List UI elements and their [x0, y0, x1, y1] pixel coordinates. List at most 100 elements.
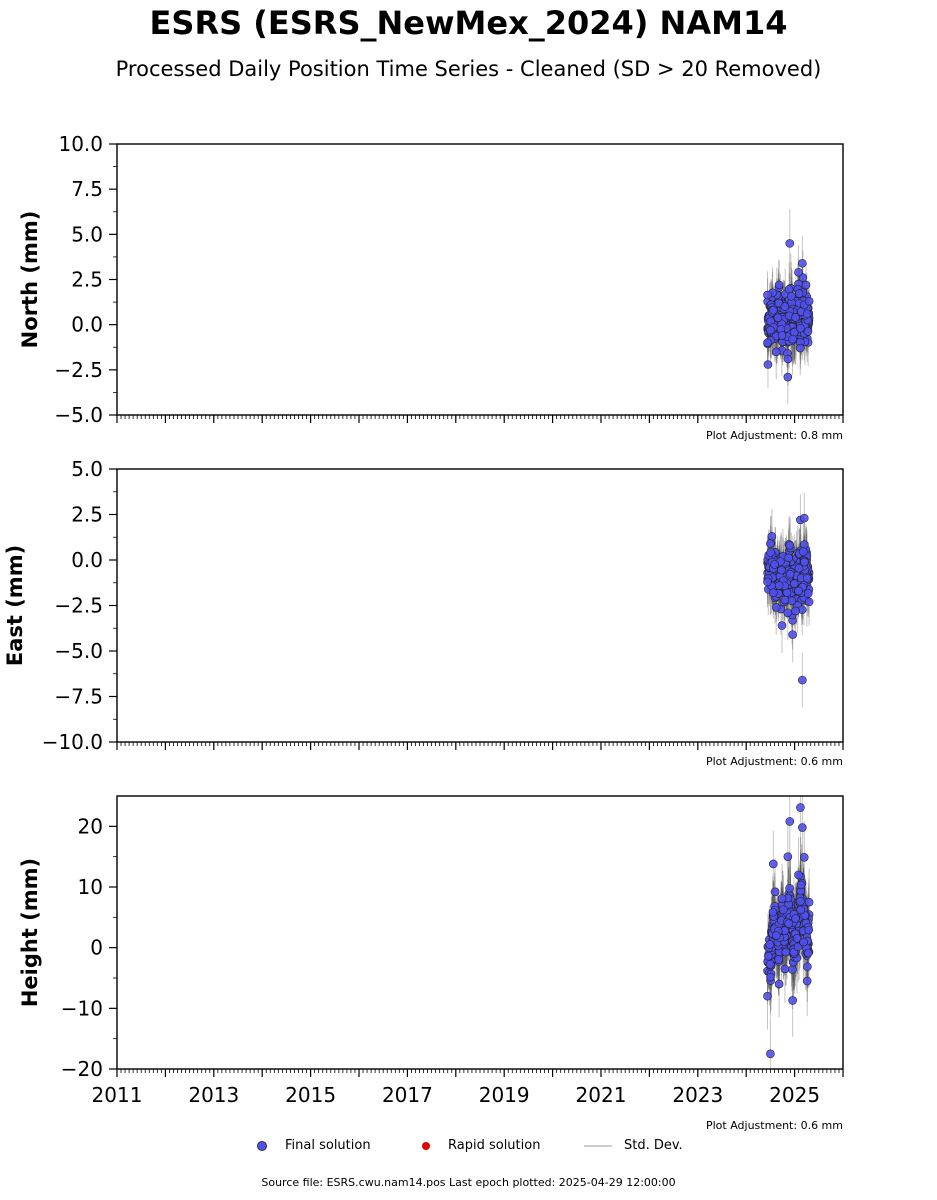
height-data-point — [770, 887, 780, 897]
height-y-tick-label: −10 — [61, 996, 103, 1020]
height-data-point — [804, 897, 814, 907]
north-data-point — [796, 323, 805, 333]
height-data-point — [796, 896, 805, 906]
east-data-point — [774, 581, 784, 590]
east-plot-frame — [116, 468, 844, 743]
height-data-point — [785, 817, 795, 826]
north-data-point — [801, 280, 811, 290]
height-y-tick-label: 20 — [78, 814, 103, 838]
north-data-point — [783, 372, 793, 382]
height-data-point — [779, 905, 788, 915]
east-data-point — [785, 541, 795, 550]
north-data-point — [766, 325, 775, 335]
height-data-point — [796, 905, 805, 915]
east-data-point — [802, 573, 812, 583]
height-x-tick-label: 2017 — [382, 1083, 433, 1107]
rapid-solution-marker-icon — [422, 1141, 430, 1150]
height-data-point — [784, 919, 793, 928]
height-data-point — [763, 991, 772, 1001]
legend-final: Final solution — [257, 1138, 371, 1153]
east-data-point — [777, 565, 786, 575]
east-data-point — [800, 557, 809, 567]
height-data-point — [766, 1049, 775, 1059]
height-data-point — [769, 859, 778, 869]
north-data-point — [763, 360, 773, 369]
north-data-point — [803, 327, 813, 336]
height-data-point — [771, 931, 781, 940]
east-data-point — [804, 597, 814, 607]
north-y-tick-label: 0.0 — [71, 313, 103, 337]
north-y-axis-label: North (mm) — [18, 211, 42, 349]
east-y-tick-label: −7.5 — [54, 685, 103, 709]
height-data-point — [764, 951, 773, 961]
height-y-tick-label: −20 — [61, 1057, 103, 1081]
height-data-point — [774, 955, 783, 964]
legend-std-label: Std. Dev. — [624, 1138, 683, 1153]
east-data-point — [767, 531, 777, 541]
north-y-tick-label: 10.0 — [58, 132, 103, 156]
east-data-point — [770, 560, 779, 569]
east-data-point — [766, 548, 775, 557]
legend-final-label: Final solution — [285, 1138, 371, 1153]
east-data-point — [791, 606, 800, 616]
east-data-point — [800, 540, 809, 549]
north-data-point — [788, 334, 797, 344]
north-data-point — [783, 354, 793, 364]
north-data-point — [794, 289, 804, 298]
height-data-point — [799, 852, 809, 862]
east-data-point — [780, 595, 790, 605]
east-y-tick-label: 5.0 — [71, 457, 103, 481]
north-data-point — [804, 296, 814, 306]
east-data-point — [784, 553, 793, 563]
east-data-point — [785, 569, 795, 579]
east-data-point — [788, 630, 797, 639]
height-data-point — [803, 948, 813, 958]
legend-rapid: Rapid solution — [422, 1138, 540, 1153]
page-subtitle: Processed Daily Position Time Series - C… — [115, 57, 822, 81]
height-x-tick-label: 2025 — [769, 1083, 820, 1107]
north-data-point — [763, 338, 772, 348]
height-x-tick-label: 2013 — [188, 1083, 239, 1107]
height-x-tick-label: 2021 — [576, 1083, 627, 1107]
height-data-point — [774, 979, 784, 989]
north-data-point — [763, 290, 772, 300]
height-data-point — [804, 925, 814, 935]
height-data-point — [799, 937, 808, 947]
height-data-point — [796, 880, 806, 890]
height-data-point — [796, 803, 805, 812]
north-y-tick-label: 5.0 — [71, 222, 103, 246]
height-data-point — [791, 914, 800, 923]
east-data-point — [783, 608, 793, 618]
north-data-point — [794, 267, 803, 277]
north-data-point — [786, 291, 796, 301]
height-plot-adjustment: Plot Adjustment: 0.6 mm — [705, 1119, 843, 1132]
east-y-tick-label: −2.5 — [54, 594, 103, 618]
north-y-tick-label: −5.0 — [54, 403, 103, 427]
north-data-point — [777, 331, 787, 340]
height-data-point — [788, 996, 797, 1005]
legend-std: Std. Dev. — [584, 1138, 683, 1153]
east-y-tick-label: −5.0 — [54, 639, 103, 663]
height-data-point — [781, 947, 791, 957]
east-data-point — [771, 603, 781, 612]
height-data-point — [765, 940, 775, 949]
east-data-point — [790, 579, 799, 588]
height-x-tick-label: 2019 — [479, 1083, 530, 1107]
height-data-point — [780, 964, 790, 974]
east-data-point — [799, 547, 808, 556]
east-data-point — [799, 513, 809, 523]
height-plot-frame — [116, 795, 844, 1070]
height-data-point — [777, 894, 787, 903]
north-y-tick-label: 2.5 — [71, 268, 103, 292]
east-plot-adjustment: Plot Adjustment: 0.6 mm — [705, 755, 843, 768]
north-data-point — [769, 305, 778, 315]
north-data-point — [774, 280, 784, 290]
north-data-point — [780, 302, 790, 311]
north-plot-frame — [116, 143, 844, 416]
height-data-point — [798, 823, 807, 832]
north-data-points — [763, 239, 814, 382]
north-data-point — [771, 347, 781, 357]
height-data-point — [766, 972, 775, 982]
east-y-tick-label: 2.5 — [71, 503, 103, 527]
